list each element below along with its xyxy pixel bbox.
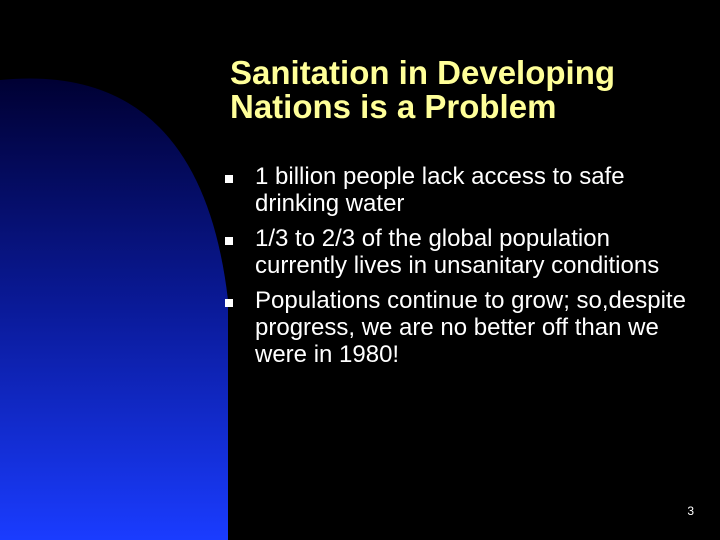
- bullet: Populations continue to grow; so,despite…: [225, 287, 705, 368]
- slide-title: Sanitation in Developing Nations is a Pr…: [230, 54, 616, 125]
- bullet-list: 1 billion people lack access to safe dri…: [225, 163, 705, 376]
- bullet: 1 billion people lack access to safe dri…: [225, 163, 705, 217]
- page-number: 3: [687, 504, 694, 518]
- bullet: 1/3 to 2/3 of the global population curr…: [225, 225, 705, 279]
